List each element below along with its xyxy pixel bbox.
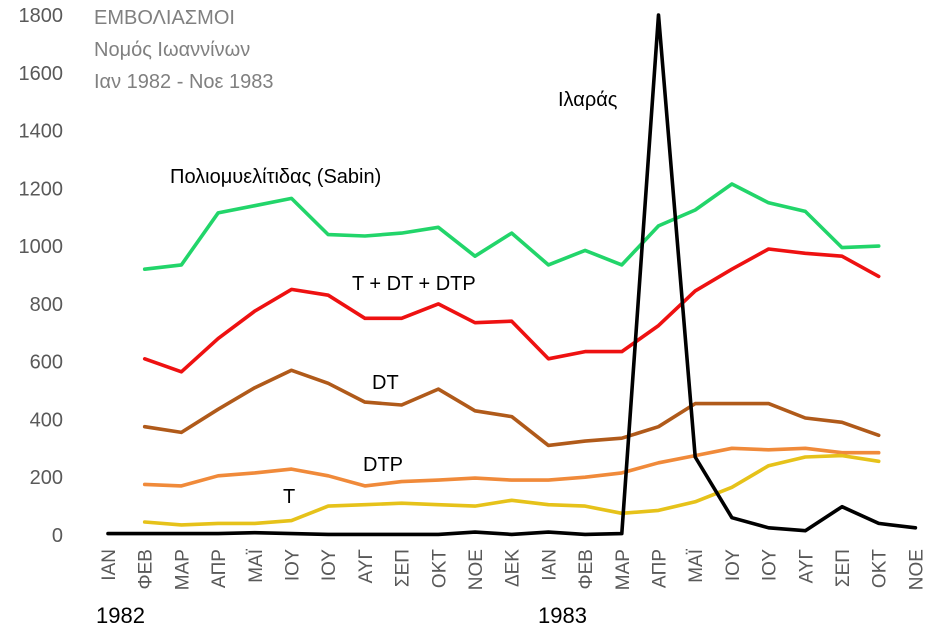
year-label-1982: 1982: [96, 603, 145, 628]
x-tick-label: ΙΑΝ: [539, 549, 560, 581]
series-label-dtp: DTP: [363, 454, 403, 476]
series-label-t-dt-dtp: T + DT + DTP: [352, 273, 476, 295]
series-labels: Πολιομυελίτιδας (Sabin) T + DT + DTP DT …: [170, 89, 618, 508]
x-tick-label: ΜΑΡ: [613, 549, 634, 590]
series-label-measles: Ιλαράς: [558, 89, 618, 111]
y-tick-label: 1000: [19, 236, 64, 258]
x-tick-label: ΦΕΒ: [136, 549, 157, 590]
series-line-0: [142, 182, 881, 272]
series-lines: [106, 13, 918, 537]
series-line-2: [142, 368, 881, 448]
x-tick-label: ΑΥΓ: [356, 549, 377, 583]
series-line-3: [142, 446, 881, 488]
x-tick-label: ΜΑΡ: [172, 549, 193, 590]
x-tick-label: ΣΕΠ: [833, 549, 854, 587]
y-tick-label: 0: [52, 525, 63, 547]
x-tick-label: ΙΟΥ: [283, 549, 304, 581]
x-tick-label: ΝΟΕ: [466, 549, 487, 590]
chart-title-line-2: Νομός Ιωαννίνων: [94, 39, 250, 61]
year-labels: 1982 1983: [96, 603, 587, 628]
chart-title-line-1: ΕΜΒΟΛΙΑΣΜΟΙ: [94, 7, 235, 29]
x-tick-label: ΟΚΤ: [870, 549, 891, 588]
y-tick-label: 200: [30, 467, 63, 489]
series-label-sabin: Πολιομυελίτιδας (Sabin): [170, 166, 381, 188]
x-tick-label: ΜΑΪ: [686, 548, 707, 583]
x-tick-label: ΙΟΥ: [723, 549, 744, 581]
chart-title: ΕΜΒΟΛΙΑΣΜΟΙ Νομός Ιωαννίνων Ιαν 1982 - Ν…: [94, 7, 273, 93]
y-tick-label: 1600: [19, 63, 64, 85]
x-tick-label: ΜΑΪ: [246, 548, 267, 583]
x-tick-label: ΙΟΥ: [760, 549, 781, 581]
y-tick-label: 800: [30, 294, 63, 316]
y-axis-ticks: 0 200 400 600 800 1000 1200 1400 1600 1800: [19, 5, 64, 547]
x-tick-label: ΙΑΝ: [99, 549, 120, 581]
x-tick-label: ΑΠΡ: [209, 549, 230, 588]
series-line-4: [142, 453, 881, 527]
y-tick-label: 1800: [19, 5, 64, 27]
series-label-t: T: [283, 486, 295, 508]
x-tick-label: ΦΕΒ: [576, 549, 597, 590]
y-tick-label: 600: [30, 352, 63, 374]
x-tick-label: ΔΕΚ: [503, 549, 524, 587]
year-label-1983: 1983: [538, 603, 587, 628]
y-tick-label: 1400: [19, 121, 64, 143]
x-tick-label: ΑΥΓ: [796, 549, 817, 583]
x-tick-label: ΙΟΥ: [319, 549, 340, 581]
x-tick-label: ΟΚΤ: [429, 549, 450, 588]
x-axis-ticks: ΙΑΝ ΦΕΒ ΜΑΡ ΑΠΡ ΜΑΪ ΙΟΥ ΙΟΥ ΑΥΓ ΣΕΠ ΟΚΤ ΝΟΕ ΔΕΚ ΙΑΝ Φ…: [99, 548, 927, 590]
chart-title-line-3: Ιαν 1982 - Νοε 1983: [94, 71, 273, 93]
x-tick-label: ΣΕΠ: [393, 549, 414, 587]
y-tick-label: 1200: [19, 178, 64, 200]
x-tick-label: ΑΠΡ: [650, 549, 671, 588]
series-label-dt: DT: [372, 372, 399, 394]
y-tick-label: 400: [30, 409, 63, 431]
series-line-5: [106, 13, 918, 537]
series-line-1: [142, 247, 881, 374]
x-tick-label: ΝΟΕ: [906, 549, 927, 590]
